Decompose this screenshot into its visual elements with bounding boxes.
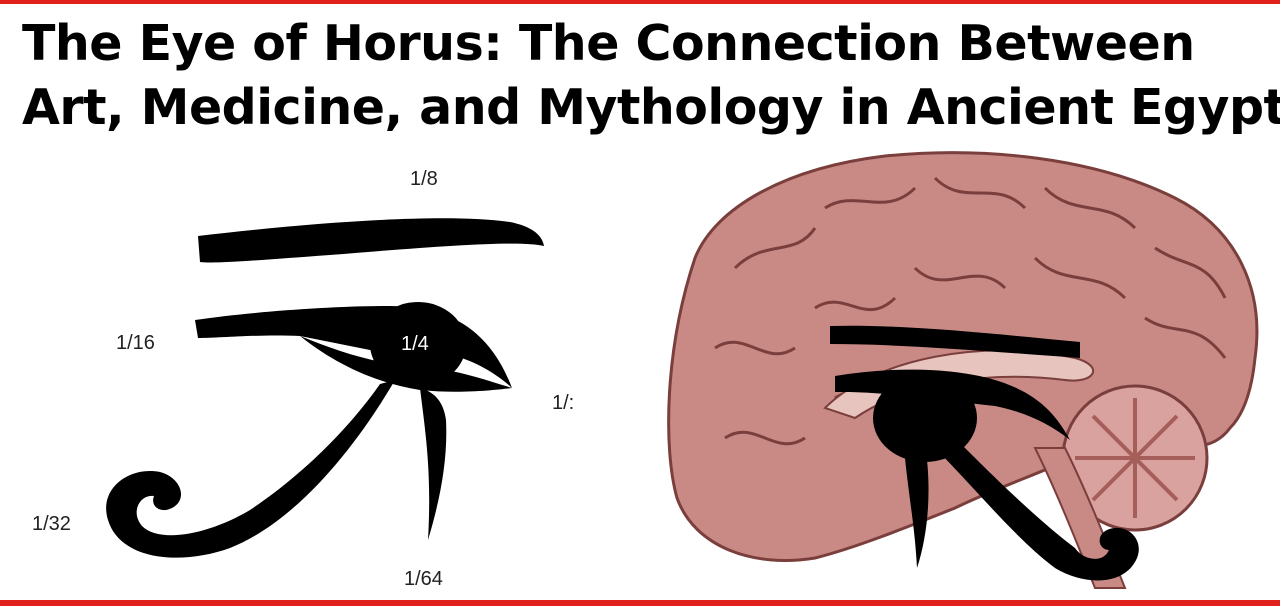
- overlay-spiral-shape: [935, 438, 1139, 581]
- brain-gyri-lines: [714, 176, 1227, 446]
- page-title: The Eye of Horus: The Connection Between…: [22, 12, 1280, 140]
- cerebellum-folds: [1075, 398, 1195, 518]
- fraction-inner-corner: 1/16: [116, 332, 155, 354]
- eyebrow-shape: [198, 218, 544, 263]
- brainstem-shape: [1033, 447, 1127, 589]
- fraction-spiral: 1/32: [32, 513, 71, 535]
- lower-eyelid-shape: [300, 336, 512, 392]
- fraction-outer-corner: 1/:: [552, 392, 575, 414]
- overlay-teardrop-shape: [905, 458, 929, 568]
- top-red-border: [0, 0, 1280, 4]
- overlay-eyebrow-shape: [830, 325, 1080, 358]
- fraction-teardrop: 1/64: [404, 568, 443, 590]
- title-line-2: Art, Medicine, and Mythology in Ancient …: [22, 79, 1280, 136]
- title-line-1: The Eye of Horus: The Connection Between: [22, 15, 1195, 72]
- pupil-shape: [370, 302, 466, 386]
- eye-of-horus-diagram: [106, 218, 544, 558]
- brain-illustration: [667, 151, 1259, 589]
- spiral-tail-shape: [106, 380, 396, 558]
- teardrop-shape: [420, 388, 447, 540]
- fraction-eyebrow: 1/8: [410, 168, 438, 190]
- fraction-pupil: 1/4: [401, 333, 429, 355]
- bottom-red-border: [0, 600, 1280, 606]
